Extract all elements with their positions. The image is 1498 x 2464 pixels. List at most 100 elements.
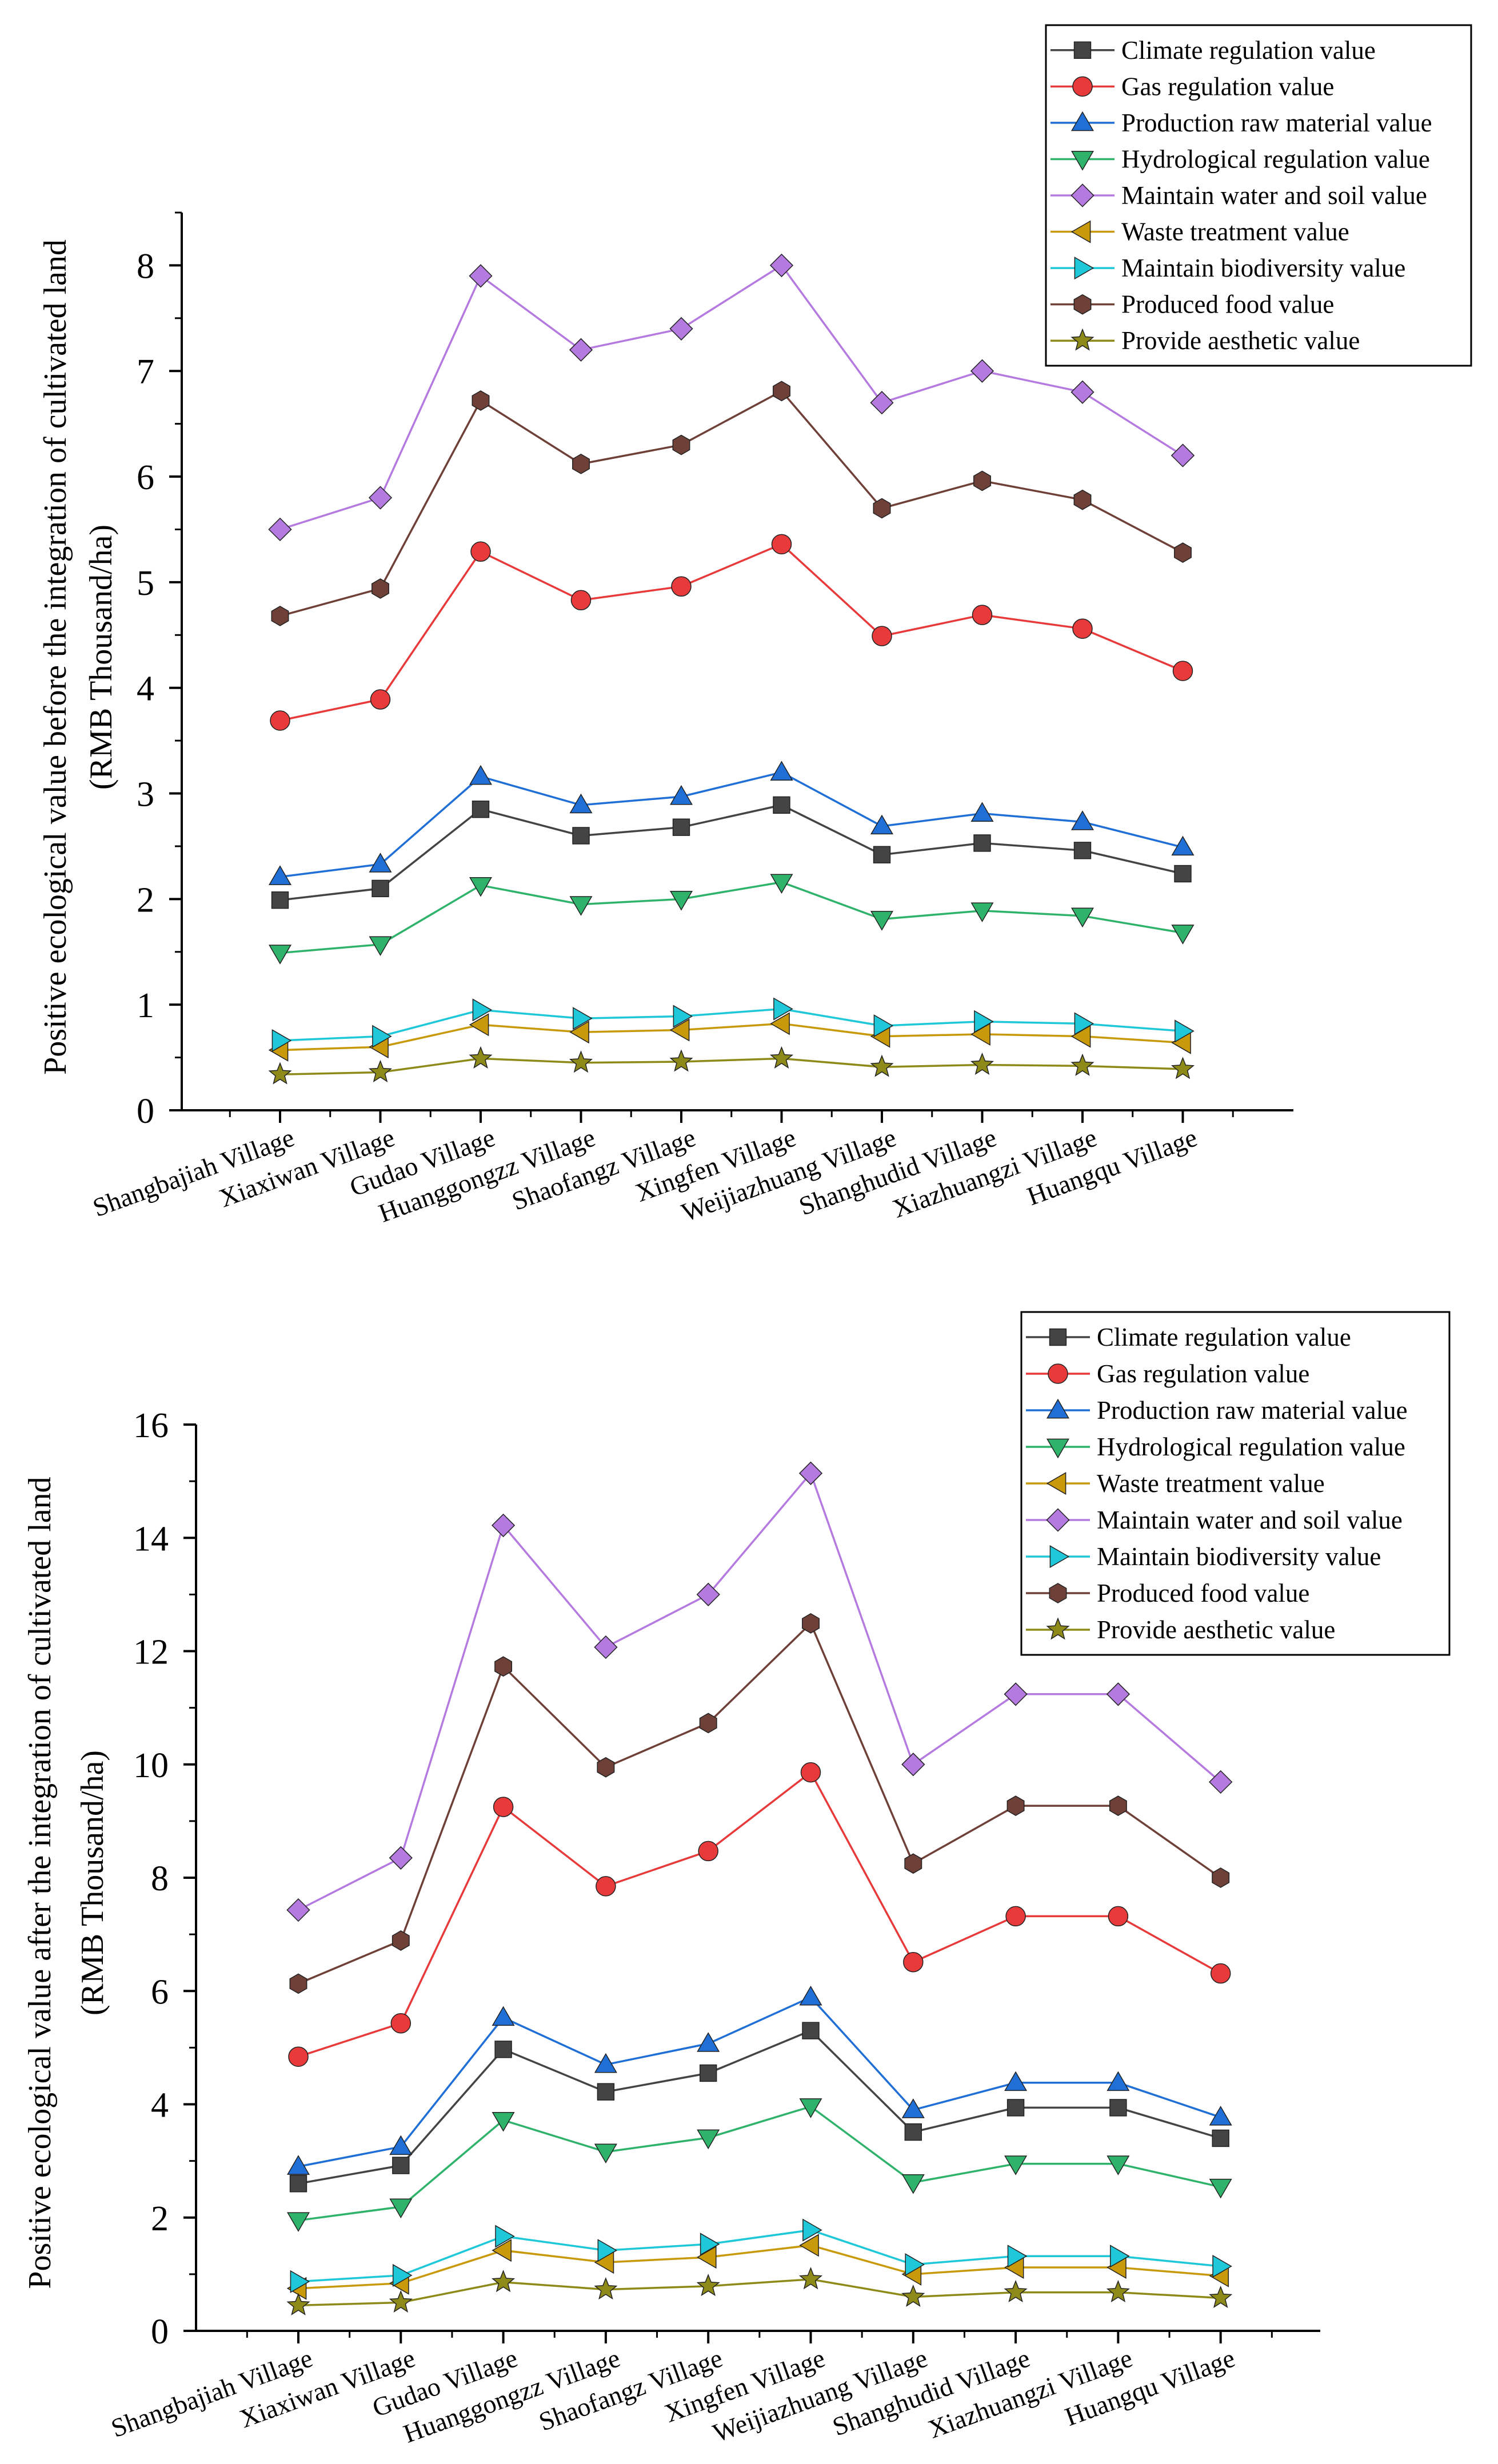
data-point (268, 945, 292, 965)
data-point (800, 1762, 821, 1783)
data-point (597, 1757, 615, 1778)
y-tick-label: 6 (151, 1973, 169, 2011)
data-point (371, 879, 389, 898)
legend-item: Maintain water and soil value (1026, 1506, 1403, 1534)
data-point (390, 2013, 412, 2034)
data-point (799, 1986, 822, 2006)
data-point (1106, 2279, 1130, 2303)
data-point (1212, 2254, 1232, 2278)
data-point (569, 896, 593, 916)
y-tick-label: 16 (133, 1406, 169, 1445)
legend-item: Gas regulation value (1026, 1359, 1309, 1388)
data-point (1070, 810, 1094, 830)
data-point (1172, 661, 1193, 681)
data-point (369, 853, 392, 873)
data-point (389, 2135, 413, 2155)
data-point (573, 1007, 593, 1030)
data-point (970, 359, 994, 383)
series-hydrological-regulation-value (286, 2098, 1232, 2232)
data-point (973, 834, 991, 852)
data-point (769, 253, 794, 278)
legend-label: Production raw material value (1097, 1396, 1408, 1425)
data-point (572, 827, 590, 845)
data-point (1109, 1795, 1127, 1816)
data-point (672, 434, 690, 455)
data-point (700, 2064, 717, 2082)
data-point (368, 486, 393, 510)
legend-label: Maintain water and soil value (1097, 1506, 1403, 1534)
data-point (289, 2175, 307, 2193)
legend-label: Production raw material value (1121, 109, 1432, 137)
data-point (870, 911, 894, 931)
legend-label: Maintain biodiversity value (1121, 254, 1405, 282)
data-point (597, 2239, 618, 2262)
data-point (669, 1018, 690, 1042)
data-point (495, 2225, 515, 2248)
legend-marker (1046, 1508, 1070, 1532)
data-point (696, 1582, 720, 1606)
legend-item: Maintain biodiversity value (1026, 1542, 1381, 1571)
data-point (492, 2239, 512, 2262)
legend-item: Production raw material value (1026, 1396, 1408, 1425)
legend-marker (1072, 76, 1093, 97)
series-line (279, 881, 1183, 954)
data-point (802, 2218, 822, 2242)
data-point (901, 2174, 925, 2194)
data-point (1209, 1770, 1233, 1794)
data-point (798, 2267, 823, 2290)
legend-item: Maintain water and soil value (1050, 181, 1427, 210)
legend-marker (1070, 328, 1094, 351)
data-point (271, 891, 289, 909)
data-point (1171, 443, 1195, 467)
data-point (596, 1876, 616, 1897)
series-line (279, 1022, 1183, 1051)
y-tick-label: 2 (151, 2199, 169, 2238)
series-line (279, 390, 1184, 617)
data-point (492, 2111, 515, 2132)
data-point (671, 576, 692, 597)
data-point (469, 877, 493, 897)
y-tick-label: 0 (137, 1092, 154, 1131)
legend-item: Production raw material value (1050, 109, 1432, 137)
data-point (371, 578, 389, 599)
y-tick-label: 2 (137, 881, 154, 919)
legend-marker (1048, 1363, 1068, 1384)
legend-item: Produced food value (1050, 290, 1334, 319)
data-point (594, 2277, 618, 2300)
data-point (669, 891, 693, 911)
data-point (901, 2284, 925, 2307)
data-point (494, 2041, 512, 2058)
data-point (973, 470, 991, 491)
legend-label: Produced food value (1097, 1579, 1309, 1607)
data-point (773, 796, 790, 814)
y-axis-title: Positive ecological value after the inte… (22, 1477, 58, 2289)
series-maintain-water-and-soil-value (268, 253, 1195, 542)
legend-label: Maintain water and soil value (1121, 181, 1427, 210)
data-point (970, 802, 994, 822)
series-line (298, 1996, 1221, 2168)
series-produced-food-value (289, 1613, 1230, 1994)
data-point (1006, 2099, 1025, 2117)
legend-item: Hydrological regulation value (1026, 1433, 1405, 1461)
data-point (905, 2253, 925, 2277)
data-point (370, 689, 391, 710)
legend-marker (1046, 1617, 1070, 1640)
data-point (802, 2022, 820, 2039)
legend-item: Provide aesthetic value (1050, 326, 1360, 355)
legend-marker (1046, 1398, 1070, 1419)
data-point (1175, 1019, 1195, 1043)
data-point (1070, 1053, 1094, 1076)
y-tick-label: 3 (137, 775, 154, 814)
data-point (1004, 2279, 1028, 2303)
data-point (974, 1010, 994, 1033)
data-point (368, 1059, 393, 1082)
data-point (1209, 2178, 1232, 2199)
data-point (1070, 907, 1094, 928)
data-point (472, 390, 490, 411)
data-point (1109, 2099, 1127, 2117)
data-point (1004, 1682, 1028, 1706)
data-point (697, 2246, 717, 2269)
data-point (288, 2046, 309, 2067)
legend-label: Produced food value (1121, 290, 1334, 319)
data-point (870, 814, 894, 835)
